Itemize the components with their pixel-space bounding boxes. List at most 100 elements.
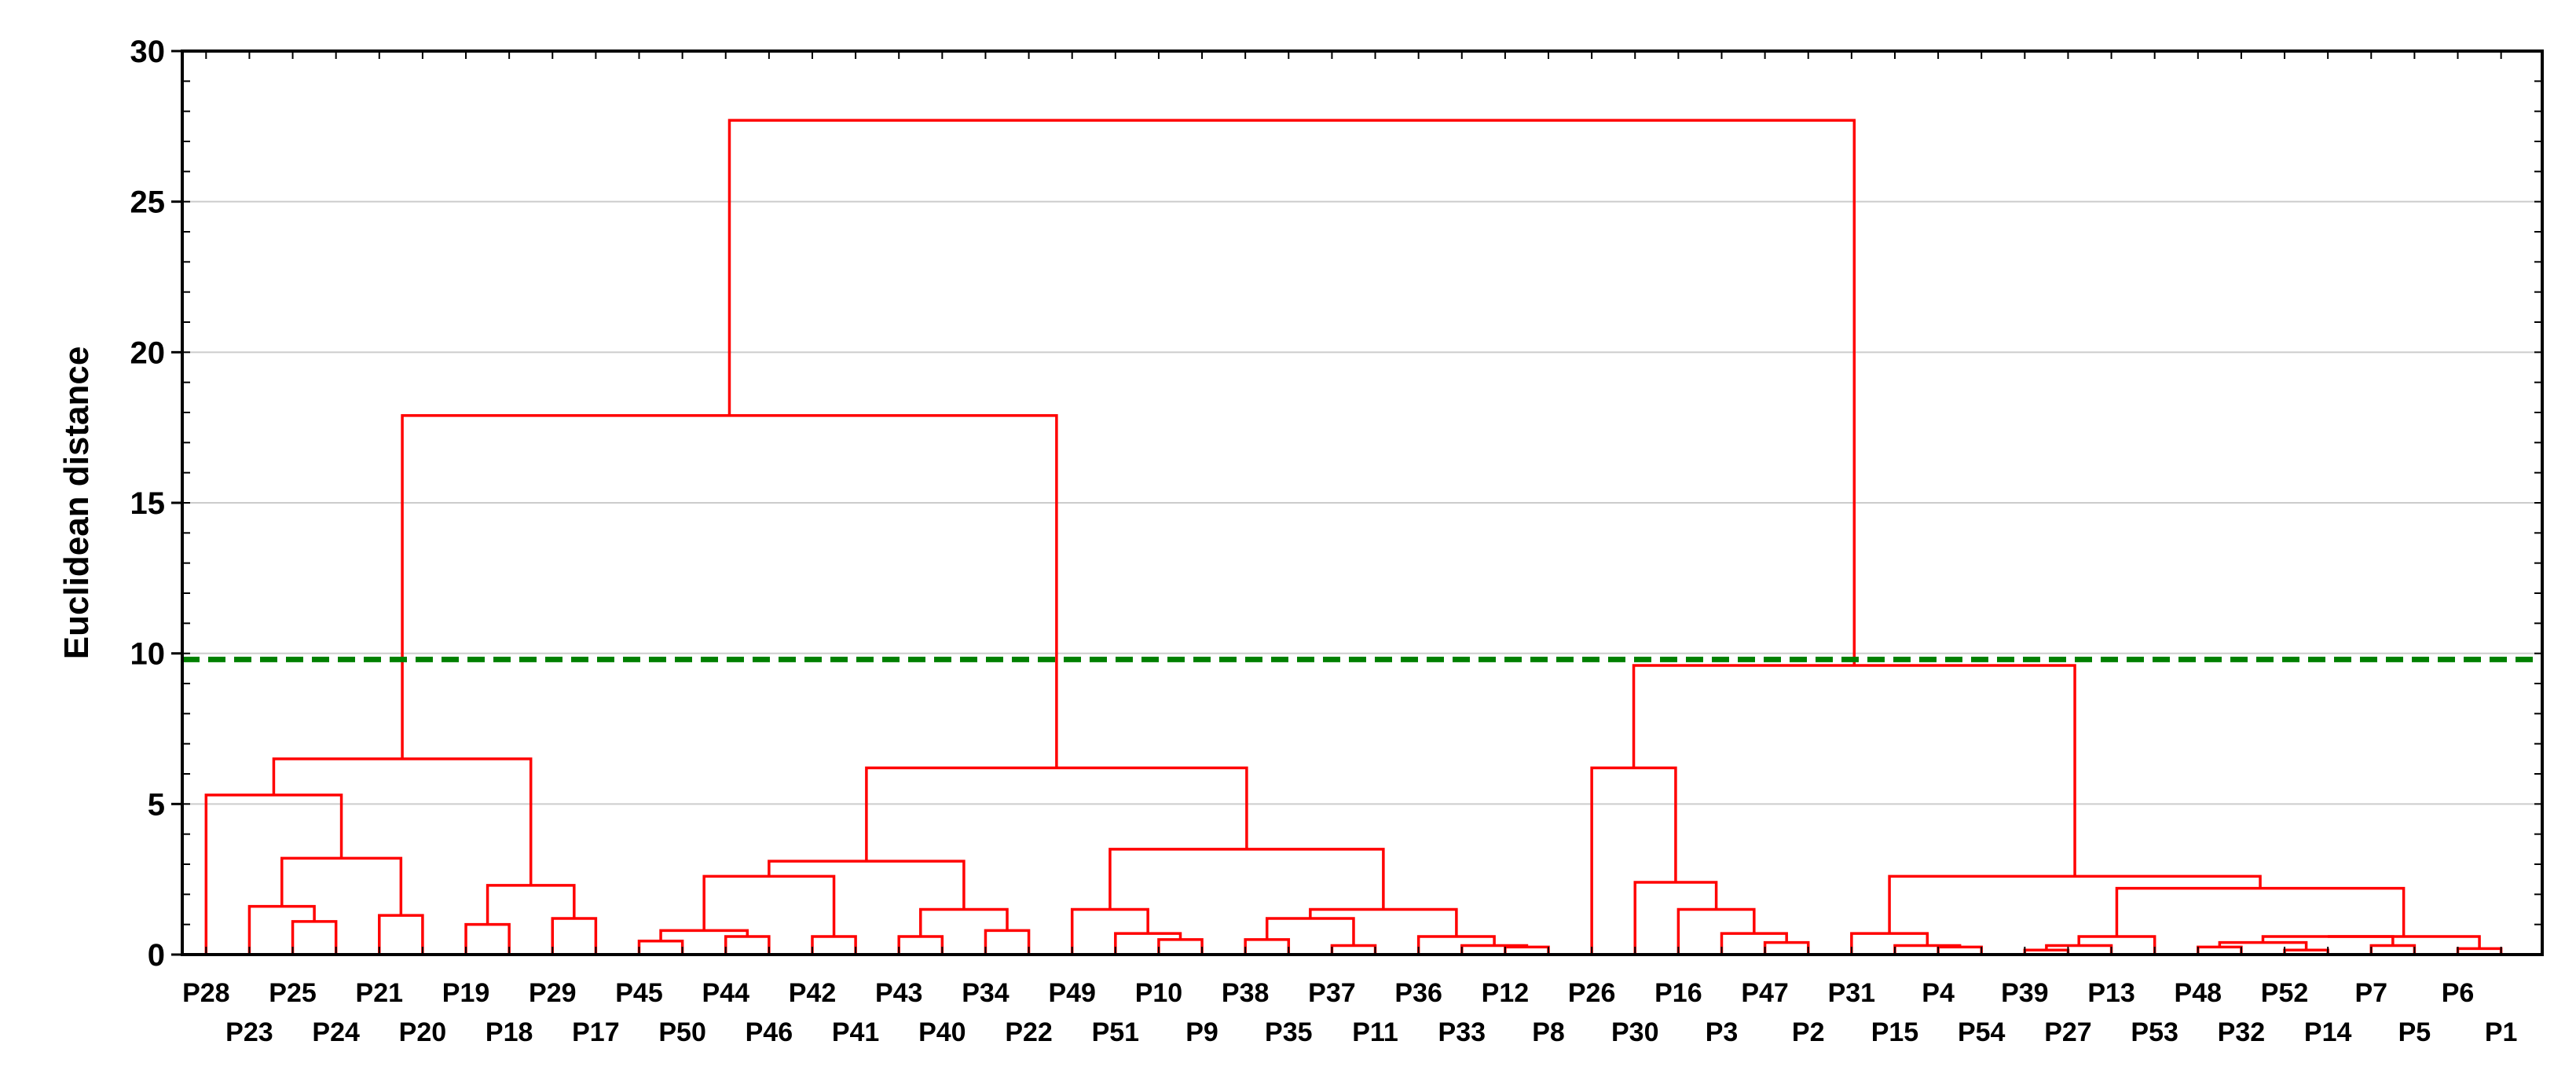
leaf-label-P4: P4 [1922,978,1955,1008]
dendrogram-link-6 [551,917,598,955]
leaf-label-P18: P18 [486,1017,533,1047]
y-tick-label-5: 5 [148,787,165,822]
dendrogram-link-49 [2115,886,2406,937]
leaf-label-P44: P44 [702,978,749,1008]
dendrogram-link-14 [897,935,944,955]
leaf-label-P37: P37 [1308,978,1356,1008]
leaf-label-P10: P10 [1135,978,1183,1008]
leaf-label-P13: P13 [2087,978,2135,1008]
y-tick-label-30: 30 [130,35,166,69]
dendrogram-link-2 [247,904,316,955]
dendrogram-link-29 [865,766,1248,862]
leaf-label-P19: P19 [442,978,490,1008]
y-axis-ticks: 0 5 10 15 20 25 30 [130,35,2542,973]
leaf-label-P21: P21 [356,978,404,1008]
dendrogram-link-52 [727,119,1856,665]
leaf-label-P28: P28 [182,978,230,1008]
leaf-label-P17: P17 [572,1017,620,1047]
leaf-label-P27: P27 [2044,1017,2092,1047]
dendrogram-link-27 [1309,907,1458,937]
y-tick-label-10: 10 [130,637,166,672]
dendrogram-link-4 [204,794,343,955]
leaf-label-P15: P15 [1871,1017,1919,1047]
leaf-label-P30: P30 [1611,1017,1659,1047]
leaf-label-P47: P47 [1741,978,1789,1008]
leaf-label-P11: P11 [1352,1017,1398,1047]
dendrogram-link-1 [378,914,424,955]
dendrogram-link-10 [724,935,771,955]
dendrogram-link-15 [984,929,1031,955]
dendrogram-link-50 [1888,874,2262,934]
dendrogram-link-32 [1720,932,1788,955]
leaf-label-P3: P3 [1706,1017,1739,1047]
leaf-label-P31: P31 [1828,978,1876,1008]
dendrogram-link-16 [919,907,1009,937]
dendrogram-links [204,119,2503,955]
leaf-label-P53: P53 [2131,1017,2178,1047]
leaf-label-P50: P50 [658,1017,706,1047]
leaf-label-P40: P40 [918,1017,966,1047]
leaf-label-P5: P5 [2398,1017,2431,1047]
leaf-label-P8: P8 [1532,1017,1565,1047]
leaf-label-P36: P36 [1394,978,1442,1008]
leaf-label-P49: P49 [1048,978,1096,1008]
leaf-label-P6: P6 [2442,978,2475,1008]
leaf-label-P23: P23 [225,1017,273,1047]
leaf-label-P7: P7 [2354,978,2387,1008]
leaf-label-P35: P35 [1265,1017,1313,1047]
y-tick-label-15: 15 [130,486,166,521]
y-tick-label-25: 25 [130,185,166,220]
leaf-label-P22: P22 [1005,1017,1053,1047]
dendrogram-link-28 [1108,848,1385,910]
leaf-label-P51: P51 [1092,1017,1140,1047]
leaf-label-P2: P2 [1792,1017,1825,1047]
leaf-label-P12: P12 [1482,978,1530,1008]
leaf-label-P38: P38 [1222,978,1270,1008]
dendrogram-link-13 [702,874,836,937]
leaf-label-P32: P32 [2218,1017,2266,1047]
leaf-label-P24: P24 [312,1017,360,1047]
dendrogram-link-38 [1850,932,1929,955]
dendrogram-link-23 [1265,917,1355,946]
dendrogram-link-17 [768,860,966,910]
grid-lines [182,200,2542,805]
dendrogram-link-21 [1244,938,1291,955]
leaf-label-P20: P20 [399,1017,447,1047]
dendrogram-link-30 [401,414,1058,768]
leaf-label-P48: P48 [2175,978,2222,1008]
leaf-label-P1: P1 [2485,1017,2518,1047]
y-axis-title: Euclidean distance [57,346,96,660]
leaf-label-P25: P25 [269,978,317,1008]
dendrogram-link-51 [1632,664,2076,877]
dendrogram-link-31 [1763,940,1810,955]
dendrogram-link-19 [1114,932,1182,955]
leaf-label-P34: P34 [962,978,1010,1008]
leaf-label-P42: P42 [789,978,837,1008]
leaf-label-P9: P9 [1185,1017,1218,1047]
leaf-label-P14: P14 [2304,1017,2352,1047]
leaf-label-P39: P39 [2001,978,2049,1008]
leaf-labels: P28 P23 P25 P24 P21 P20 P19 P18 P29 P17 P45 P50 P44 P… [182,978,2517,1047]
dendrogram-link-5 [464,922,511,955]
dendrogram-link-18 [1157,938,1204,955]
y-tick-label-0: 0 [148,938,165,973]
y-tick-label-20: 20 [130,335,166,370]
leaf-label-P52: P52 [2261,978,2309,1008]
leaf-label-P16: P16 [1654,978,1702,1008]
dendrogram-link-48 [2328,935,2481,949]
leaf-label-P29: P29 [529,978,577,1008]
dendrogram-link-0 [291,920,338,955]
dendrogram-link-20 [1070,907,1149,955]
leaf-label-P54: P54 [1958,1017,2006,1047]
leaf-label-P41: P41 [832,1017,880,1047]
leaf-label-P45: P45 [615,978,663,1008]
dendrogram-link-9 [637,940,684,955]
leaf-label-P43: P43 [875,978,923,1008]
leaf-label-P46: P46 [746,1017,793,1047]
dendrogram-link-34 [1633,881,1718,955]
dendrogram-link-33 [1676,907,1756,955]
leaf-label-P26: P26 [1568,978,1616,1008]
leaf-label-P33: P33 [1438,1017,1486,1047]
dendrogram-link-44 [2218,940,2308,951]
